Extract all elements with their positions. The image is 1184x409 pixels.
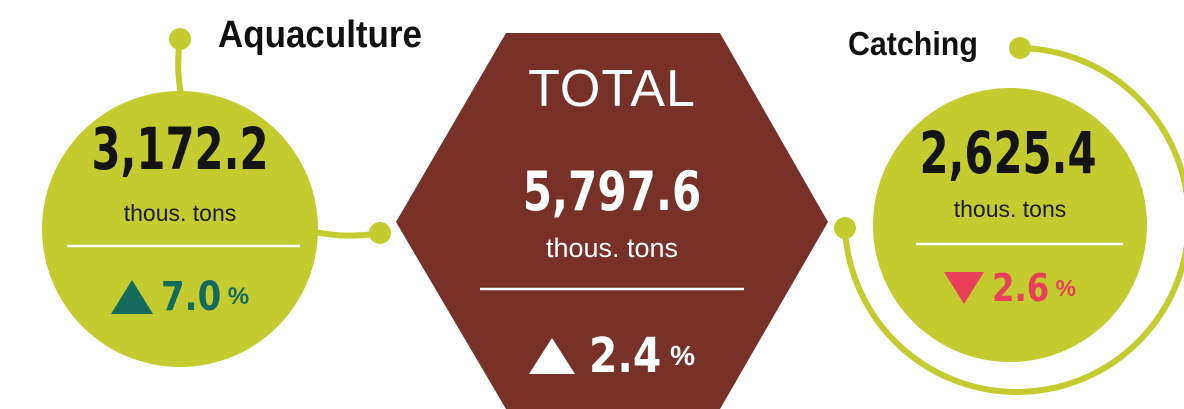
catching-value: 2,625.4 xyxy=(919,119,1097,187)
catching-change: 2.6 % xyxy=(910,263,1110,313)
total-title: TOTAL xyxy=(528,60,696,118)
aquaculture-ring-dot-top xyxy=(169,28,191,50)
catching-change-value: 2.6 xyxy=(992,266,1050,310)
triangle-down-icon xyxy=(944,272,985,304)
triangle-up-icon xyxy=(529,338,576,374)
total-unit: thous. tons xyxy=(545,233,679,263)
triangle-up-icon xyxy=(110,280,153,314)
total-hexagon xyxy=(396,33,828,409)
total-change-value: 2.4 xyxy=(589,328,662,384)
aquaculture-change: 7.0 % xyxy=(80,272,280,322)
aquaculture-ring-dot-right xyxy=(369,222,391,244)
catching-ring-dot-top xyxy=(1009,37,1031,59)
total-change: 2.4 % xyxy=(512,328,712,384)
total-change-unit: % xyxy=(670,340,695,371)
catching-title: Catching xyxy=(848,25,978,62)
catching-ring-dot-left xyxy=(834,217,856,239)
total-value: 5,797.6 xyxy=(522,160,702,223)
aquaculture-title: Aquaculture xyxy=(218,14,422,56)
catching-change-unit: % xyxy=(1055,274,1076,301)
aquaculture-change-unit: % xyxy=(227,283,250,310)
aquaculture-unit: thous. tons xyxy=(123,200,237,226)
aquaculture-value: 3,172.2 xyxy=(91,115,269,183)
catching-unit: thous. tons xyxy=(953,196,1067,222)
catching-disc xyxy=(873,88,1147,362)
catching-ring xyxy=(842,45,1184,395)
aquaculture-change-value: 7.0 xyxy=(160,274,222,320)
